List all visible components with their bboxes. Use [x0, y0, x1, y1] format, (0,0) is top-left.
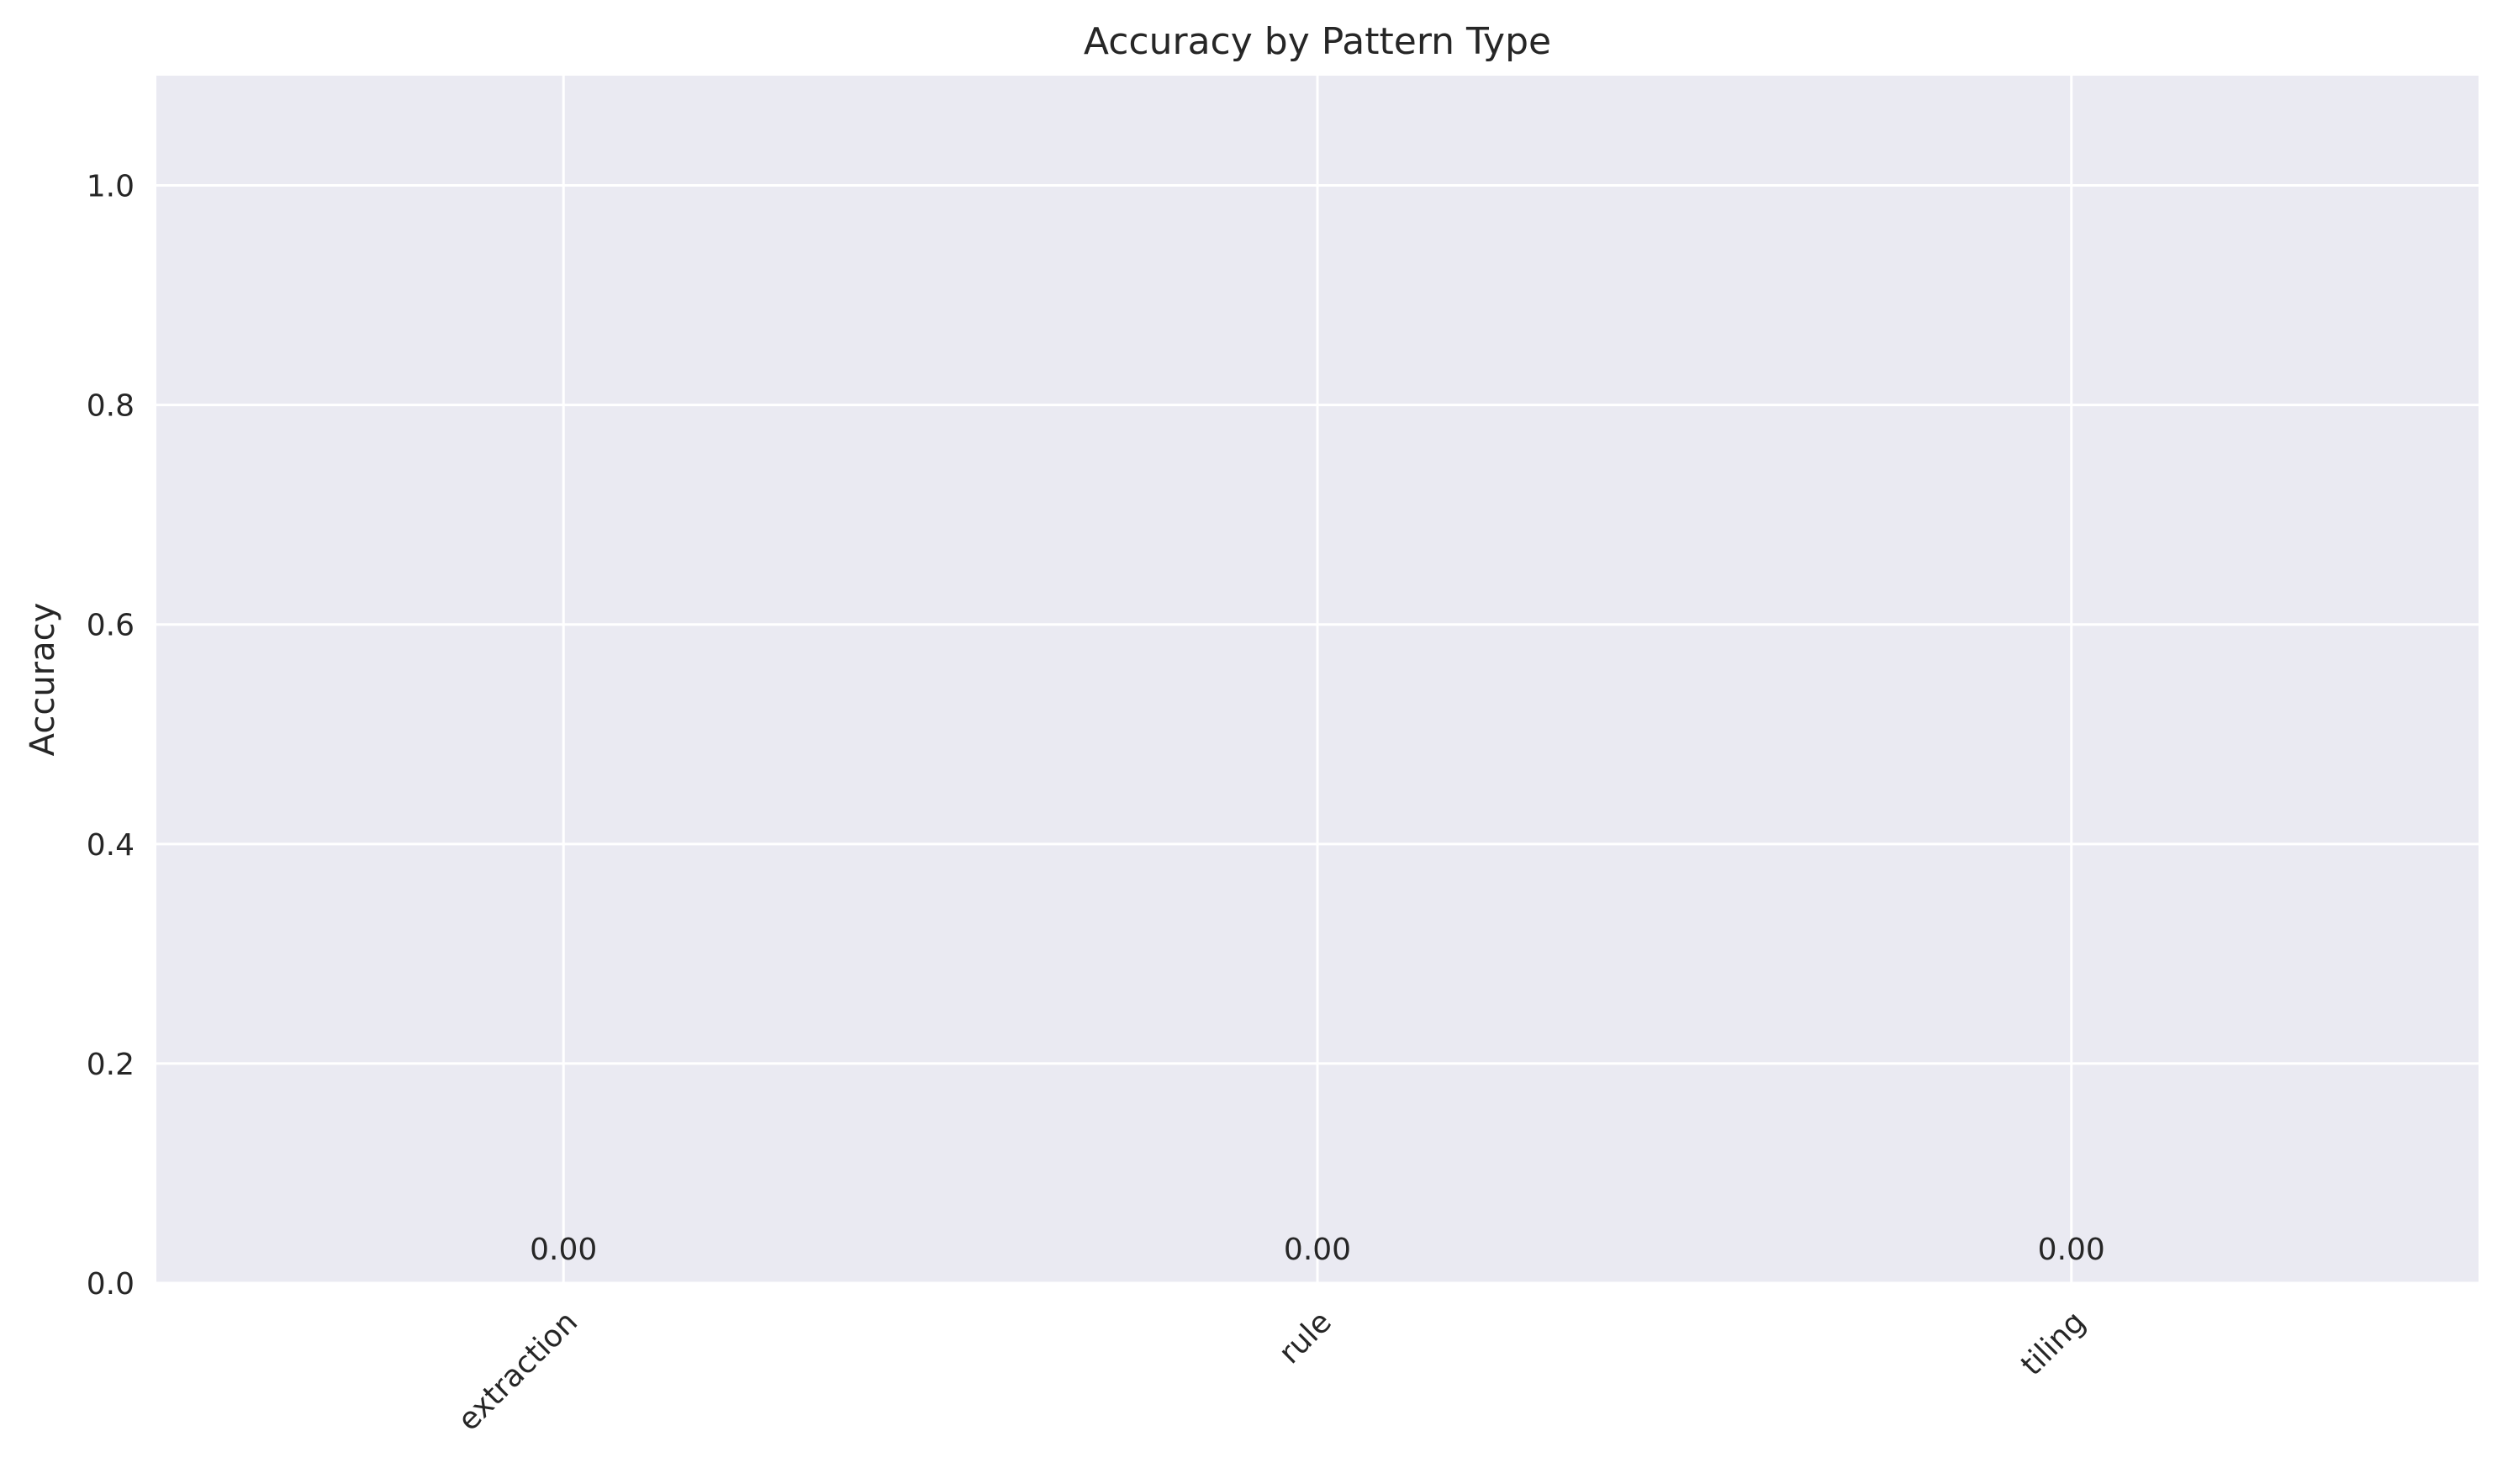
- x-tick-label: extraction: [451, 1305, 584, 1438]
- y-tick-label: 0.0: [87, 1267, 135, 1302]
- y-tick-label: 0.4: [87, 828, 135, 863]
- x-axis-tick-labels: extraction rule tiling: [451, 1305, 2093, 1438]
- bar-value-label: 0.00: [1284, 1233, 1351, 1267]
- y-tick-label: 0.8: [87, 389, 135, 424]
- bar-value-label: 0.00: [530, 1233, 597, 1267]
- y-axis-label: Accuracy: [24, 603, 62, 757]
- y-tick-label: 0.2: [87, 1048, 135, 1082]
- chart-title: Accuracy by Pattern Type: [1084, 20, 1551, 63]
- y-axis-tick-labels: 0.0 0.2 0.4 0.6 0.8 1.0: [87, 170, 135, 1302]
- x-tick-label: tiling: [2014, 1305, 2092, 1382]
- y-tick-label: 1.0: [87, 170, 135, 204]
- x-tick-label: rule: [1273, 1305, 1338, 1370]
- bar-value-label: 0.00: [2038, 1233, 2105, 1267]
- grid-lines: [156, 76, 2479, 1285]
- bar-value-labels: 0.00 0.00 0.00: [530, 1233, 2105, 1267]
- y-tick-label: 0.6: [87, 609, 135, 643]
